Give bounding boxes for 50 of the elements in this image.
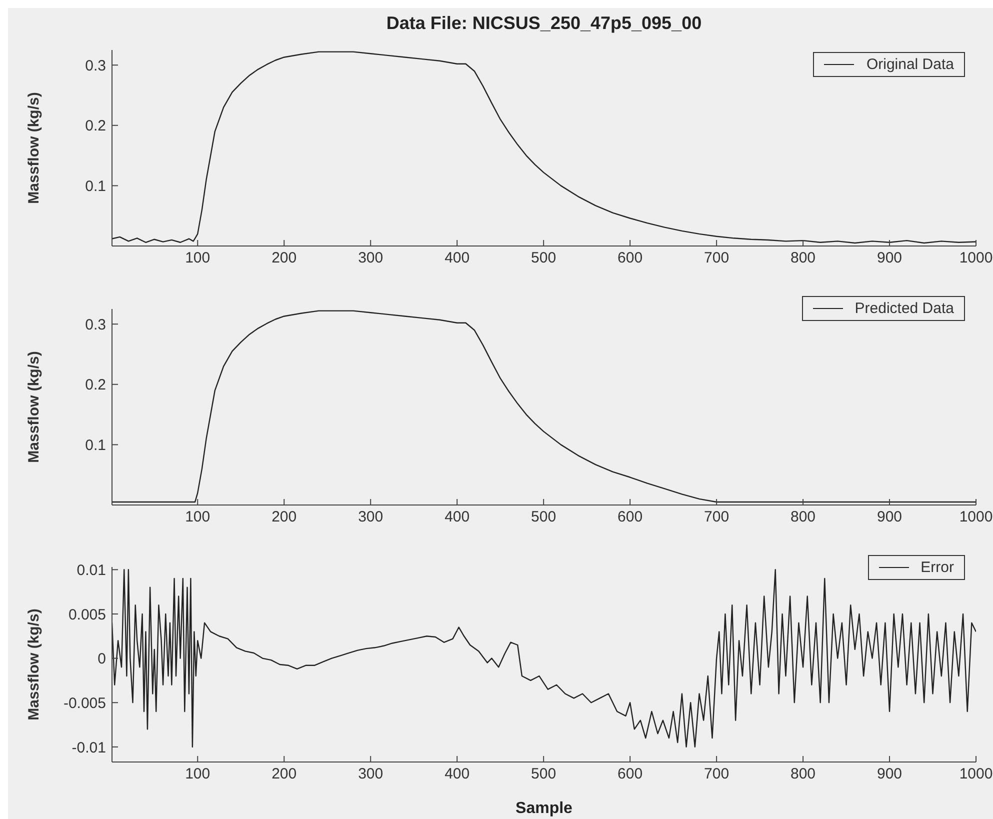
x-tick-label: 300 <box>358 508 384 526</box>
line-series <box>112 51 976 244</box>
y-tick-label: -0.005 <box>63 694 106 712</box>
x-tick-label: 600 <box>618 250 643 267</box>
x-tick-label: 700 <box>704 766 730 783</box>
x-tick-label: 800 <box>790 766 816 783</box>
y-tick-label: 0.1 <box>85 437 106 454</box>
x-tick-label: 400 <box>444 766 470 783</box>
x-tick-label: 700 <box>704 508 730 526</box>
y-tick-label: 0.01 <box>76 562 106 579</box>
x-tick-label: 900 <box>877 766 902 783</box>
x-axis-title: Sample <box>516 800 573 817</box>
x-tick-label: 200 <box>272 508 297 526</box>
y-tick-label: -0.01 <box>72 739 106 756</box>
x-tick-label: 200 <box>272 766 297 783</box>
x-tick-label: 100 <box>185 250 210 267</box>
y-tick-label: 0.2 <box>85 118 106 135</box>
y-axis-title: Massflow (kg/s) <box>25 92 42 204</box>
x-tick-label: 700 <box>704 250 730 267</box>
x-tick-label: 400 <box>444 508 470 526</box>
legend-label: Predicted Data <box>854 300 954 317</box>
x-tick-label: 1000 <box>959 508 993 526</box>
x-tick-label: 100 <box>185 766 210 783</box>
y-axis-title: Massflow (kg/s) <box>25 351 42 463</box>
x-tick-label: 300 <box>358 766 384 783</box>
y-tick-label: 0.1 <box>85 178 106 196</box>
y-tick-label: 0.3 <box>85 316 106 334</box>
x-tick-label: 900 <box>877 250 902 267</box>
legend-label: Error <box>920 559 954 576</box>
y-tick-label: 0.3 <box>85 57 106 74</box>
legend-label: Original Data <box>866 56 954 73</box>
chart-title: Data File: NICSUS_250_47p5_095_00 <box>385 12 703 35</box>
y-tick-label: 0 <box>98 650 106 668</box>
y-tick-label: 0.005 <box>68 606 106 624</box>
x-tick-label: 500 <box>531 250 556 267</box>
x-tick-label: 300 <box>358 250 384 267</box>
x-tick-label: 600 <box>618 766 643 783</box>
x-tick-label: 200 <box>272 250 297 267</box>
x-tick-label: 600 <box>618 508 643 526</box>
y-axis-title: Massflow (kg/s) <box>25 608 42 720</box>
x-tick-label: 800 <box>790 250 816 267</box>
y-tick-label: 0.2 <box>85 376 106 394</box>
x-tick-label: 100 <box>185 508 210 526</box>
x-tick-label: 800 <box>790 508 816 526</box>
x-tick-label: 400 <box>444 250 470 267</box>
x-tick-label: 1000 <box>959 766 993 783</box>
x-tick-label: 500 <box>531 508 556 526</box>
x-tick-label: 500 <box>531 766 556 783</box>
x-tick-label: 1000 <box>959 250 993 267</box>
x-tick-label: 900 <box>877 508 902 526</box>
